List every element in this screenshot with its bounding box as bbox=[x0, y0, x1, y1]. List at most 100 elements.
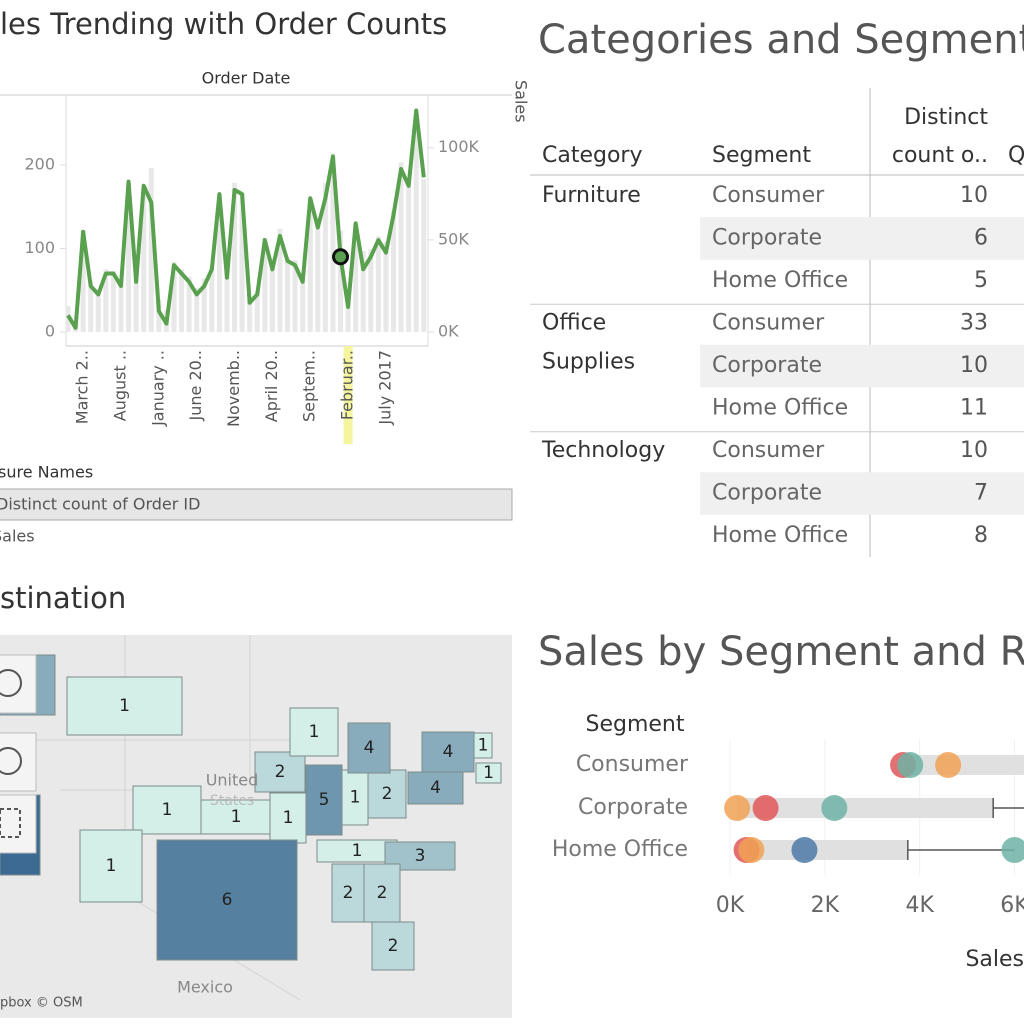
sales-bar bbox=[398, 162, 404, 332]
state-label: 1 bbox=[162, 800, 173, 820]
map-tool[interactable] bbox=[0, 654, 37, 714]
state-label: 1 bbox=[309, 722, 320, 742]
x-axis-title: Sales bbox=[965, 947, 1024, 972]
legend-highlight bbox=[0, 488, 513, 521]
state bbox=[341, 769, 369, 826]
count-cell: 10 bbox=[960, 438, 988, 463]
sales-bar bbox=[406, 179, 412, 332]
legend-item[interactable]: Sales bbox=[0, 527, 35, 546]
sales-bar bbox=[277, 228, 283, 332]
x-tick-label: January .. bbox=[148, 350, 167, 427]
state bbox=[367, 769, 407, 819]
sales-bar bbox=[285, 258, 291, 332]
table-header: Q bbox=[1008, 143, 1024, 168]
state bbox=[421, 731, 475, 773]
sales-bar bbox=[194, 287, 200, 332]
sales-bar bbox=[118, 282, 124, 332]
state-label: 5 bbox=[319, 790, 330, 810]
y-tick-label: 0 bbox=[45, 322, 55, 341]
dot bbox=[738, 837, 765, 863]
y2-tick-label: 50K bbox=[438, 229, 469, 248]
sales-bar bbox=[247, 298, 253, 332]
map-tool[interactable] bbox=[0, 794, 37, 854]
y2-tick-label: 0K bbox=[438, 322, 459, 341]
sales-bar bbox=[330, 153, 336, 332]
x-tick-label: April 20.. bbox=[262, 350, 281, 422]
sales-bar bbox=[148, 168, 154, 332]
count-cell: 6 bbox=[974, 226, 988, 251]
range-band bbox=[737, 798, 994, 818]
dot bbox=[897, 752, 924, 778]
sales-bar bbox=[110, 271, 116, 332]
table-header: Distinct bbox=[904, 105, 988, 130]
state bbox=[347, 722, 391, 774]
table-header: Category bbox=[542, 143, 643, 168]
attribution: pbox © OSM bbox=[0, 996, 83, 1011]
sales-bar bbox=[391, 210, 397, 332]
category-label: Furniture bbox=[542, 183, 641, 208]
place-label: United bbox=[206, 771, 259, 790]
sales-bar bbox=[80, 230, 86, 332]
sales-bar bbox=[338, 230, 344, 332]
segments-header: Segment bbox=[586, 712, 685, 737]
state-label: 3 bbox=[415, 846, 426, 866]
x-tick-label: 6K bbox=[1000, 893, 1024, 918]
segment-label: Corporate bbox=[578, 795, 688, 820]
state bbox=[473, 732, 493, 759]
state bbox=[66, 676, 183, 736]
row-band bbox=[700, 472, 1024, 515]
count-cell: 8 bbox=[974, 523, 988, 548]
state-label: 1 bbox=[483, 763, 494, 783]
state-label: 2 bbox=[382, 784, 393, 804]
y2-axis-title: Sales bbox=[512, 80, 531, 123]
place-label: States bbox=[210, 793, 254, 809]
sales-bar bbox=[421, 179, 427, 332]
x-tick-label: Septem.. bbox=[300, 350, 319, 422]
state-label: 1 bbox=[350, 788, 361, 808]
sales-bar bbox=[413, 114, 419, 333]
sales-bar bbox=[353, 225, 359, 332]
state bbox=[79, 829, 143, 903]
segments-title: Sales by Segment and Re bbox=[538, 629, 1024, 675]
category-label: Supplies bbox=[542, 350, 635, 375]
state-label: 2 bbox=[377, 883, 388, 903]
segment-label: Home Office bbox=[712, 268, 848, 293]
map-tool[interactable] bbox=[0, 732, 37, 792]
sales-bar bbox=[345, 295, 351, 332]
segment-label: Home Office bbox=[712, 396, 848, 421]
table-header: Segment bbox=[712, 143, 811, 168]
sales-bar bbox=[133, 274, 139, 332]
state bbox=[305, 764, 343, 836]
state-label: 2 bbox=[275, 762, 286, 782]
state-label: 1 bbox=[352, 841, 363, 861]
segment-label: Corporate bbox=[712, 481, 822, 506]
sales-bar bbox=[254, 291, 260, 332]
state bbox=[289, 707, 339, 757]
sales-bar bbox=[307, 197, 313, 332]
legend-item[interactable]: Distinct count of Order ID bbox=[0, 495, 200, 514]
legend-title: sure Names bbox=[0, 463, 93, 482]
range-band bbox=[905, 755, 1024, 775]
sales-bar bbox=[315, 223, 321, 332]
sales-bar bbox=[224, 271, 230, 332]
sales-bar bbox=[360, 250, 366, 332]
table-title: Categories and Segment bbox=[538, 17, 1024, 63]
state bbox=[371, 921, 415, 971]
y2-tick-label: 100K bbox=[438, 137, 480, 156]
sales-bar bbox=[126, 182, 132, 332]
sales-bar bbox=[368, 249, 374, 332]
sales-bar bbox=[239, 193, 245, 332]
segment-label: Consumer bbox=[712, 311, 825, 336]
sales-bar bbox=[156, 298, 162, 332]
x-tick-label: 4K bbox=[905, 893, 934, 918]
sales-bar bbox=[171, 261, 177, 332]
sales-bar bbox=[375, 236, 381, 332]
x-tick-label: August .. bbox=[110, 350, 129, 421]
row-band bbox=[700, 217, 1024, 260]
sales-bar bbox=[269, 263, 275, 332]
x-tick-label: Novemb.. bbox=[224, 350, 243, 427]
tool-icon bbox=[0, 808, 21, 838]
dot bbox=[821, 795, 848, 821]
sales-bar bbox=[322, 182, 328, 332]
